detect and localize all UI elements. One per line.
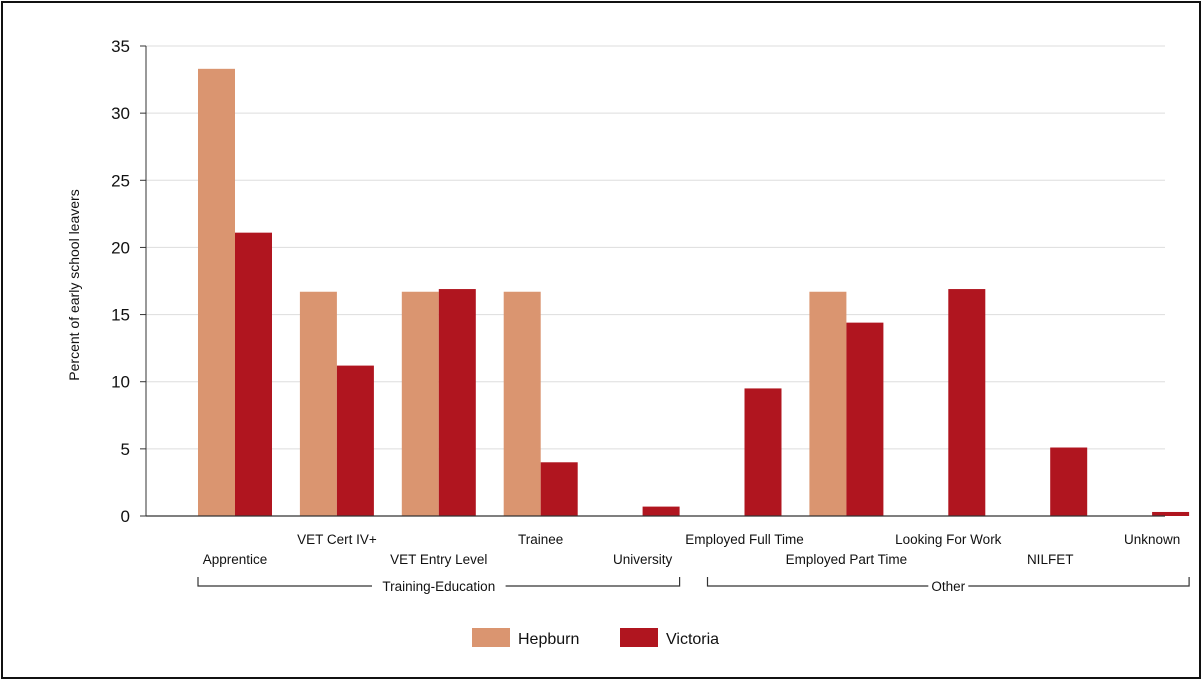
x-tick-label: Employed Full Time bbox=[685, 532, 804, 547]
y-axis: 0 5 10 15 20 25 30 35 bbox=[111, 37, 147, 526]
bar-victoria-3 bbox=[540, 462, 578, 516]
bar-victoria-1 bbox=[336, 365, 374, 516]
y-tick-label: 10 bbox=[111, 373, 130, 392]
y-tick-label: 35 bbox=[111, 37, 130, 56]
y-tick-label: 15 bbox=[111, 306, 130, 325]
group-label-bg bbox=[372, 578, 506, 592]
y-tick-label: 30 bbox=[111, 104, 130, 123]
bar-victoria-7 bbox=[948, 289, 986, 516]
bar-victoria-9 bbox=[1152, 511, 1190, 516]
bar-victoria-8 bbox=[1050, 447, 1088, 516]
bar-victoria-5 bbox=[744, 388, 782, 516]
legend-label: Victoria bbox=[666, 631, 719, 648]
gridlines bbox=[146, 45, 1165, 450]
bar-victoria-0 bbox=[235, 232, 272, 516]
bar-hepburn-0 bbox=[198, 68, 235, 516]
category-groups: Training-Education Other bbox=[197, 577, 1190, 594]
y-tick-label: 5 bbox=[121, 440, 130, 459]
x-tick-label: Trainee bbox=[518, 532, 563, 547]
bar-victoria-6 bbox=[846, 322, 884, 516]
x-tick-label: Employed Part Time bbox=[786, 552, 908, 567]
bars bbox=[198, 68, 1190, 516]
legend: Hepburn Victoria bbox=[472, 628, 719, 648]
bar-hepburn-3 bbox=[503, 291, 541, 516]
legend-swatch-hepburn bbox=[472, 628, 510, 647]
y-tick-label: 20 bbox=[111, 238, 130, 257]
bar-hepburn-1 bbox=[299, 291, 337, 516]
y-axis-label: Percent of early school leavers bbox=[66, 189, 82, 380]
y-tick-label: 25 bbox=[111, 171, 130, 190]
bar-victoria-2 bbox=[438, 289, 476, 516]
bar-hepburn-6 bbox=[809, 291, 847, 516]
group-label: Other bbox=[931, 579, 965, 594]
x-tick-label: Apprentice bbox=[203, 552, 268, 567]
x-tick-label: University bbox=[613, 552, 673, 567]
group-label: Training-Education bbox=[382, 579, 495, 594]
bar-hepburn-2 bbox=[401, 291, 439, 516]
y-tick-label: 0 bbox=[121, 507, 130, 526]
x-tick-label: Unknown bbox=[1124, 532, 1180, 547]
legend-label: Hepburn bbox=[518, 631, 579, 648]
x-tick-label: VET Entry Level bbox=[390, 552, 487, 567]
x-axis: Apprentice VET Cert IV+ VET Entry Level Tra… bbox=[146, 515, 1180, 567]
bar-victoria-4 bbox=[642, 506, 680, 516]
x-tick-label: NILFET bbox=[1027, 552, 1074, 567]
group-label-bg bbox=[928, 578, 969, 592]
x-tick-label: Looking For Work bbox=[895, 532, 1002, 547]
legend-swatch-victoria bbox=[620, 628, 658, 647]
x-tick-label: VET Cert IV+ bbox=[297, 532, 377, 547]
